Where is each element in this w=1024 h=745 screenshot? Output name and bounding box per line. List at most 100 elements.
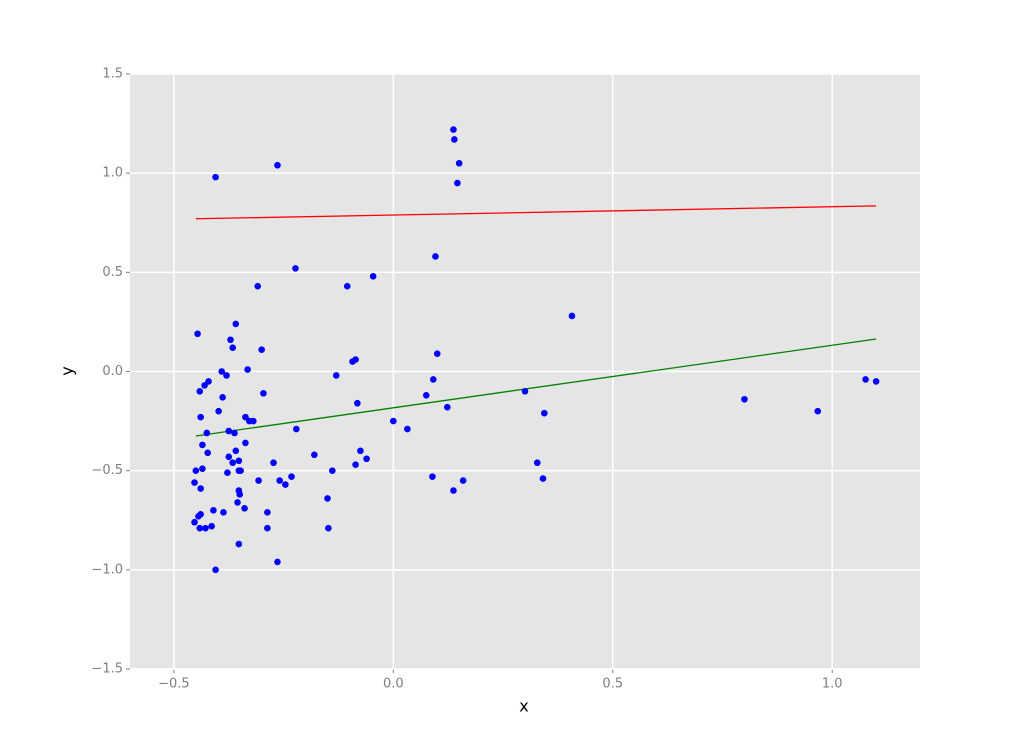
point — [258, 346, 265, 353]
point — [254, 282, 262, 290]
y-tick-label: 1.0 — [102, 166, 123, 181]
point — [862, 376, 869, 383]
point — [229, 459, 236, 467]
point — [541, 409, 548, 417]
point — [292, 265, 299, 272]
y-tick-label: 0.0 — [102, 364, 123, 379]
point — [235, 457, 243, 465]
point — [210, 507, 217, 514]
point — [224, 469, 231, 476]
point — [311, 451, 318, 459]
y-tick-label: 1.5 — [102, 67, 123, 82]
point — [197, 485, 204, 492]
point — [212, 173, 219, 181]
point — [260, 390, 267, 397]
point — [227, 336, 234, 344]
point — [451, 136, 458, 143]
point — [199, 465, 206, 472]
point — [212, 566, 219, 574]
point — [235, 467, 243, 474]
point — [444, 403, 451, 411]
point — [429, 376, 437, 383]
point — [264, 509, 271, 516]
x-tick-label: 0.0 — [383, 677, 404, 692]
point — [191, 518, 198, 526]
point — [349, 358, 356, 365]
y-tick-label: −0.5 — [91, 463, 123, 478]
point — [352, 461, 359, 469]
point — [274, 558, 281, 566]
point — [208, 522, 215, 530]
y-tick-label: 0.5 — [102, 265, 123, 280]
point — [282, 481, 289, 488]
point — [450, 126, 457, 133]
point — [274, 161, 281, 169]
point — [218, 368, 226, 375]
point — [343, 282, 351, 290]
point — [236, 491, 244, 498]
fit-line — [195, 338, 877, 437]
point — [390, 417, 397, 425]
x-tick-label: 1.0 — [822, 677, 843, 692]
point — [404, 425, 411, 433]
point — [194, 330, 201, 338]
point — [191, 479, 198, 486]
point — [872, 378, 880, 385]
point — [363, 455, 370, 463]
point — [455, 159, 463, 167]
point — [533, 459, 541, 467]
point — [203, 429, 211, 437]
point — [459, 477, 467, 484]
point — [195, 512, 202, 520]
point — [521, 388, 529, 395]
point — [329, 467, 336, 474]
point — [276, 477, 283, 484]
point — [432, 253, 439, 260]
point — [325, 524, 332, 532]
x-axis-title: x — [519, 697, 528, 716]
point — [225, 453, 233, 461]
point — [454, 179, 461, 187]
point — [223, 372, 230, 379]
point — [225, 427, 233, 435]
point — [293, 425, 300, 433]
point — [357, 447, 364, 455]
point — [242, 439, 249, 447]
point — [231, 429, 238, 437]
point — [201, 382, 208, 389]
y-tick-label: −1.5 — [91, 662, 123, 677]
point — [250, 417, 257, 425]
point — [234, 499, 241, 506]
point — [741, 395, 748, 403]
point — [332, 372, 340, 379]
point — [215, 407, 222, 415]
point — [369, 273, 377, 280]
x-tick-label: −0.5 — [158, 677, 190, 692]
point — [264, 524, 271, 532]
point — [196, 524, 204, 532]
point — [219, 393, 226, 401]
point — [196, 388, 204, 395]
y-tick-label: −1.0 — [91, 562, 123, 577]
point — [450, 487, 457, 494]
point — [202, 524, 209, 532]
fit-line — [195, 205, 877, 220]
point — [324, 495, 331, 502]
point — [232, 320, 240, 328]
point — [220, 509, 227, 516]
point — [422, 392, 430, 399]
point — [199, 441, 206, 449]
point — [539, 475, 547, 482]
point — [235, 540, 243, 548]
point — [232, 447, 240, 455]
point — [429, 473, 436, 480]
point — [354, 399, 361, 407]
point — [241, 505, 248, 512]
point — [244, 366, 251, 373]
point — [568, 312, 576, 320]
point — [197, 413, 204, 421]
point — [204, 449, 211, 457]
point — [814, 407, 822, 415]
